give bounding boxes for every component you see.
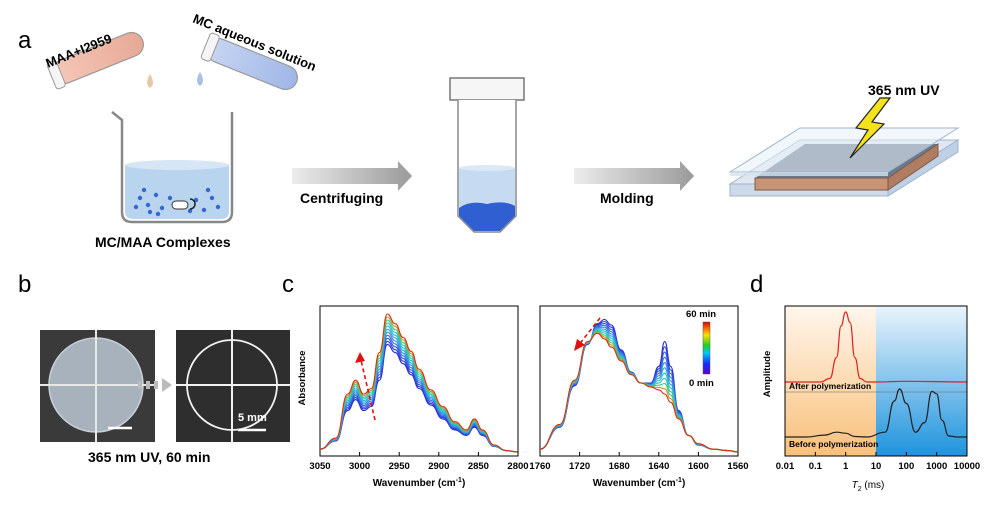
uv-label: 365 nm UV (868, 82, 940, 98)
arrow1-label: Centrifuging (300, 190, 383, 206)
colorbar-bottom-label: 0 min (689, 378, 714, 389)
before-polymerization-curve (785, 388, 967, 438)
x-tick-label: 1640 (648, 461, 669, 472)
colorbar-top-label: 60 min (686, 309, 716, 320)
x-tick-label: 1000 (926, 461, 947, 472)
dotted-arrow-icon (138, 378, 172, 392)
colorbar (702, 321, 711, 375)
molding-arrow (574, 161, 694, 191)
x-tick-label: 100 (898, 461, 914, 472)
sample-after-photo (176, 330, 290, 442)
panel-d-ylabel: Amplitude (762, 351, 773, 397)
beaker (111, 111, 234, 224)
right-xlabel: Wavenumber (cm-1) (593, 477, 686, 489)
panel-c-letter: c (282, 271, 294, 298)
right-ticks: 1760 1720 1680 1640 1600 1560 (529, 452, 749, 472)
panel-b-letter: b (18, 271, 31, 298)
right-trend-arrow (577, 317, 601, 347)
mc-maa-complex-dots (133, 187, 221, 217)
after-label: After polymerization (789, 381, 871, 391)
right-trend-arrowhead (574, 339, 585, 351)
x-tick-label: 1760 (529, 461, 550, 472)
x-tick-label: 2850 (468, 461, 489, 472)
after-polymerization-curve (785, 311, 968, 383)
panel-a-letter: a (18, 27, 32, 54)
t2-plot: 0.01 0.1 1 10 100 1000 10000 After polymerizat… (776, 305, 980, 493)
ftir-curve-10 (539, 332, 739, 453)
left-ticks: 3050 3000 2950 2900 2850 2800 (309, 452, 529, 472)
centrifuge-arrow (292, 161, 412, 191)
x-tick-label: 1720 (569, 461, 590, 472)
ftir-curve-7 (319, 322, 519, 453)
panel-b-caption: 365 nm UV, 60 min (88, 449, 210, 465)
x-tick-label: 10000 (954, 461, 980, 472)
maa-tube (46, 31, 144, 90)
x-tick-label: 0.01 (776, 461, 795, 472)
x-tick-label: 1600 (688, 461, 709, 472)
x-tick-label: 2800 (507, 461, 528, 472)
mc-tube (200, 32, 298, 91)
x-tick-label: 3000 (349, 461, 370, 472)
left-trend-arrowhead (355, 352, 365, 363)
panel-d: d Amplitude 0.01 0.1 1 10 100 1000 10000 After… (750, 271, 980, 493)
ftir-curve-10 (319, 313, 519, 453)
scale-bar-label: 5 mm (238, 412, 267, 424)
arrow2-label: Molding (600, 190, 654, 206)
t2-ticks: 0.01 0.1 1 10 100 1000 10000 (776, 452, 980, 472)
panel-d-letter: d (750, 271, 763, 298)
panel-b: b 5 mm 365 nm UV, 60 min (18, 271, 290, 465)
t2-series-group (785, 311, 968, 438)
panel-a: a MAA+I2959 MC aqueous solution (18, 11, 960, 250)
maa-drop (147, 74, 153, 88)
before-label: Before polymerization (789, 439, 878, 449)
sediment (459, 202, 515, 231)
beaker-caption: MC/MAA Complexes (95, 234, 231, 250)
bg-orange (785, 306, 876, 456)
x-tick-label: 1 (843, 461, 849, 472)
x-tick-label: 10 (871, 461, 882, 472)
left-xlabel: Wavenumber (cm-1) (373, 477, 466, 489)
t2-xlabel: T2 (ms) (852, 480, 885, 493)
ftir-right-plot: 1760 1720 1680 1640 1600 1560 60 min 0 min Wa… (529, 305, 749, 489)
mc-drop (197, 72, 203, 86)
left-series-group (319, 313, 519, 453)
panel-c: c Absorbance 3050 3000 2950 2900 2850 2800 Wa… (282, 271, 749, 489)
centrifuge-tube (449, 77, 525, 233)
x-tick-label: 3050 (309, 461, 330, 472)
x-tick-label: 2900 (428, 461, 449, 472)
glass-mold (728, 127, 960, 197)
sample-before-photo (40, 330, 155, 442)
left-trend-arrow (359, 355, 376, 421)
x-tick-label: 1680 (609, 461, 630, 472)
ftir-curve-8 (319, 319, 519, 453)
x-tick-label: 2950 (389, 461, 410, 472)
stir-bar-icon (171, 198, 196, 210)
panel-c-ylabel: Absorbance (297, 351, 308, 406)
x-tick-label: 1560 (727, 461, 748, 472)
right-series-group (539, 318, 739, 453)
ftir-left-plot: 3050 3000 2950 2900 2850 2800 Wavenumber (cm-… (309, 305, 529, 489)
x-tick-label: 0.1 (809, 461, 823, 472)
ftir-curve-5 (319, 328, 519, 453)
lightning-icon (849, 97, 892, 159)
